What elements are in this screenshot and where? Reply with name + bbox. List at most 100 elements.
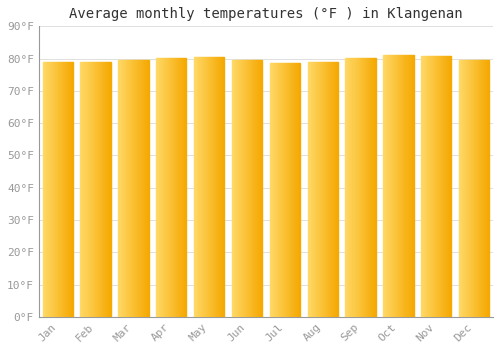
Bar <box>362 58 364 317</box>
Bar <box>460 60 461 317</box>
Bar <box>260 60 261 317</box>
Bar <box>284 63 285 317</box>
Bar <box>71 62 72 317</box>
Bar <box>104 62 106 317</box>
Bar <box>118 60 120 317</box>
Bar <box>174 58 176 317</box>
Bar <box>423 56 424 317</box>
Bar <box>261 60 262 317</box>
Bar <box>220 57 222 317</box>
Bar <box>412 55 414 317</box>
Bar <box>52 62 54 317</box>
Bar <box>394 55 396 317</box>
Bar <box>46 62 48 317</box>
Bar <box>279 63 280 317</box>
Bar <box>243 60 244 317</box>
Bar <box>471 60 472 317</box>
Bar <box>329 62 330 317</box>
Bar <box>479 60 480 317</box>
Bar <box>255 60 256 317</box>
Bar <box>467 60 468 317</box>
Bar <box>468 60 469 317</box>
Bar <box>287 63 288 317</box>
Bar <box>136 60 138 317</box>
Bar <box>60 62 61 317</box>
Bar <box>94 62 96 317</box>
Bar <box>404 55 406 317</box>
Bar <box>206 57 207 317</box>
Bar <box>432 56 433 317</box>
Bar <box>276 63 277 317</box>
Bar <box>285 63 286 317</box>
Bar <box>462 60 463 317</box>
Bar <box>56 62 58 317</box>
Bar <box>281 63 282 317</box>
Bar <box>426 56 427 317</box>
Bar <box>356 58 358 317</box>
Bar <box>334 62 335 317</box>
Bar <box>159 58 160 317</box>
Bar <box>65 62 66 317</box>
Bar <box>476 60 477 317</box>
Bar <box>67 62 68 317</box>
Bar <box>48 62 50 317</box>
Bar <box>388 55 390 317</box>
Bar <box>248 60 249 317</box>
Bar <box>442 56 444 317</box>
Bar <box>92 62 94 317</box>
Bar <box>292 63 293 317</box>
Bar <box>176 58 178 317</box>
Bar <box>219 57 220 317</box>
Bar <box>240 60 241 317</box>
Bar <box>406 55 408 317</box>
Bar <box>370 58 372 317</box>
Bar <box>293 63 294 317</box>
Bar <box>198 57 199 317</box>
Bar <box>61 62 62 317</box>
Bar <box>288 63 289 317</box>
Bar <box>239 60 240 317</box>
Bar <box>484 60 485 317</box>
Bar <box>308 62 310 317</box>
Bar <box>332 62 333 317</box>
Bar <box>400 55 402 317</box>
Bar <box>172 58 174 317</box>
Bar <box>72 62 73 317</box>
Bar <box>68 62 69 317</box>
Bar <box>204 57 205 317</box>
Bar <box>486 60 488 317</box>
Bar <box>348 58 350 317</box>
Bar <box>465 60 466 317</box>
Bar <box>410 55 412 317</box>
Bar <box>242 60 243 317</box>
Bar <box>316 62 318 317</box>
Bar <box>297 63 298 317</box>
Bar <box>299 63 300 317</box>
Bar <box>477 60 478 317</box>
Bar <box>54 62 56 317</box>
Bar <box>164 58 165 317</box>
Bar <box>422 56 423 317</box>
Bar <box>134 60 136 317</box>
Bar <box>448 56 450 317</box>
Bar <box>199 57 200 317</box>
Bar <box>274 63 275 317</box>
Bar <box>470 60 471 317</box>
Bar <box>472 60 473 317</box>
Bar <box>158 58 159 317</box>
Bar <box>245 60 246 317</box>
Bar <box>298 63 299 317</box>
Bar <box>62 62 63 317</box>
Bar <box>322 62 324 317</box>
Bar <box>122 60 124 317</box>
Bar <box>469 60 470 317</box>
Bar <box>124 60 126 317</box>
Bar <box>296 63 297 317</box>
Bar <box>258 60 259 317</box>
Bar <box>366 58 368 317</box>
Bar <box>474 60 475 317</box>
Bar <box>431 56 432 317</box>
Bar <box>463 60 464 317</box>
Bar <box>180 58 182 317</box>
Bar <box>330 62 331 317</box>
